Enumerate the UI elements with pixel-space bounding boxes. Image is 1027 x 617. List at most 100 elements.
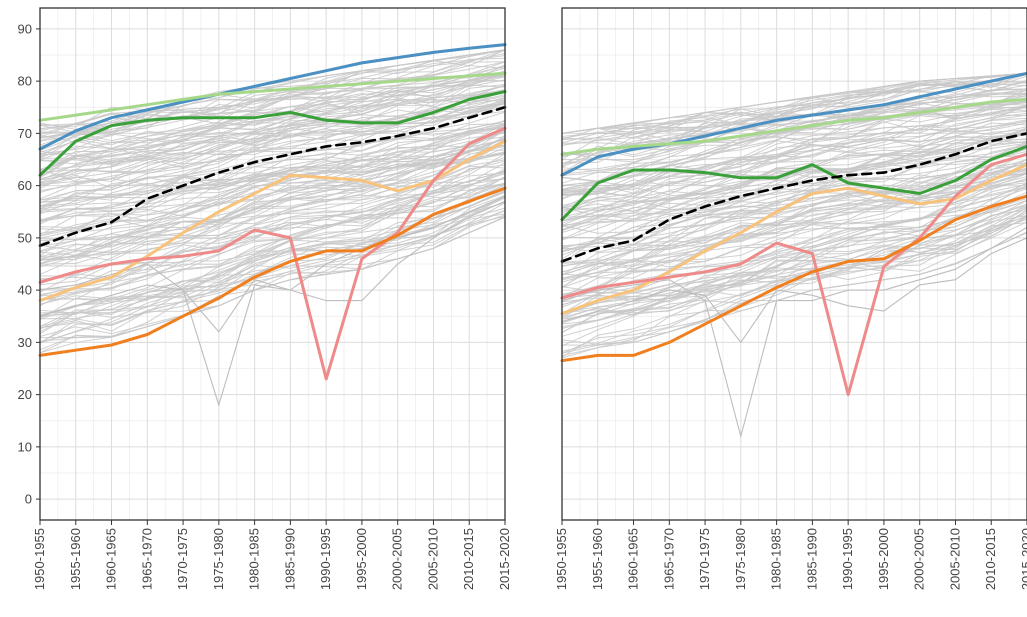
background-line	[39, 75, 506, 173]
background-line	[561, 159, 1027, 276]
background-line	[561, 169, 1027, 263]
x-tick-label: 1960-1965	[104, 528, 119, 590]
background-line	[39, 65, 506, 170]
background-line	[39, 124, 506, 186]
x-tick-label: 1970-1975	[175, 528, 190, 590]
background-line	[561, 152, 1027, 279]
series-line-6	[38, 126, 507, 381]
background-line	[39, 49, 506, 142]
background-line	[39, 197, 506, 329]
background-line	[39, 145, 506, 260]
x-tick-label: 1965-1970	[139, 528, 154, 590]
background-line	[39, 169, 506, 261]
background-line	[39, 209, 506, 320]
background-line	[561, 171, 1027, 253]
x-tick-label: 1985-1990	[282, 528, 297, 590]
background-line	[561, 138, 1027, 222]
background-line	[561, 195, 1027, 278]
x-tick-label: 2015-2020	[1019, 528, 1027, 590]
background-country-lines	[561, 72, 1027, 439]
background-line	[561, 148, 1027, 240]
background-line	[39, 128, 506, 237]
background-line	[561, 104, 1027, 209]
background-line	[561, 122, 1027, 187]
y-tick-label: 70	[18, 126, 32, 141]
highlighted-series	[38, 43, 507, 381]
x-tick-label: 2015-2020	[497, 528, 512, 590]
background-line	[561, 200, 1027, 306]
background-line	[561, 207, 1027, 354]
background-line	[561, 72, 1027, 156]
y-tick-label: 20	[18, 387, 32, 402]
background-line	[561, 215, 1027, 329]
background-line	[39, 49, 506, 146]
series-line-7	[38, 186, 507, 357]
background-line	[561, 194, 1027, 328]
background-line	[561, 184, 1027, 315]
x-tick-label: 2010-2015	[983, 528, 998, 590]
x-tick-label: 1990-1995	[840, 528, 855, 590]
background-line	[39, 177, 506, 335]
x-tick-label: 1990-1995	[318, 528, 333, 590]
background-line	[39, 176, 506, 265]
background-line	[561, 72, 1027, 134]
background-line	[39, 61, 506, 143]
series-line-1	[38, 43, 507, 151]
series-line-5	[560, 163, 1027, 316]
background-outlier-line	[561, 226, 1027, 439]
y-tick-label: 10	[18, 439, 32, 454]
background-line	[39, 99, 506, 176]
background-line	[39, 103, 506, 180]
y-tick-label: 0	[25, 492, 32, 507]
y-tick-label: 50	[18, 230, 32, 245]
background-line	[561, 79, 1027, 155]
background-line	[39, 119, 506, 222]
background-line	[561, 100, 1027, 177]
background-line	[561, 122, 1027, 231]
background-line	[39, 145, 506, 247]
background-line	[39, 147, 506, 265]
series-line-2	[560, 97, 1027, 156]
background-line	[39, 171, 506, 297]
background-line	[39, 123, 506, 245]
x-tick-label: 1995-2000	[876, 528, 891, 590]
x-tick-label: 2000-2005	[390, 528, 405, 590]
background-line	[39, 210, 506, 337]
background-line	[39, 102, 506, 203]
background-line	[39, 74, 506, 177]
background-line	[39, 75, 506, 165]
background-line	[39, 89, 506, 153]
background-line	[39, 176, 506, 327]
background-country-lines	[39, 49, 506, 407]
background-line	[39, 196, 506, 318]
x-tick-label: 1970-1975	[697, 528, 712, 590]
series-line-1	[560, 71, 1027, 177]
background-line	[39, 201, 506, 314]
background-line	[561, 75, 1027, 157]
background-line	[39, 55, 506, 151]
background-line	[561, 203, 1027, 313]
background-line	[39, 130, 506, 223]
background-line	[561, 198, 1027, 319]
background-line	[39, 57, 506, 142]
x-tick-label: 1975-1980	[211, 528, 226, 590]
plot-frame	[561, 7, 1027, 521]
x-tick-label: 2010-2015	[461, 528, 476, 590]
background-line	[561, 72, 1027, 134]
y-tick-label: 40	[18, 283, 32, 298]
y-tick-label: 90	[18, 21, 32, 36]
x-tick-label: 1975-1980	[733, 528, 748, 590]
background-line	[561, 128, 1027, 211]
background-line	[39, 196, 506, 305]
background-line	[561, 131, 1027, 241]
series-line-average-dashed	[38, 106, 507, 247]
background-line	[561, 106, 1027, 184]
background-line	[561, 216, 1027, 358]
x-axis: 1950-1955 1955-1960 1960-1965 1965-1970 1970…	[554, 520, 1027, 590]
background-line	[39, 144, 506, 267]
background-line	[39, 108, 506, 203]
background-line	[39, 111, 506, 210]
background-line	[561, 104, 1027, 216]
x-tick-label: 2000-2005	[912, 528, 927, 590]
x-tick-label: 1965-1970	[661, 528, 676, 590]
